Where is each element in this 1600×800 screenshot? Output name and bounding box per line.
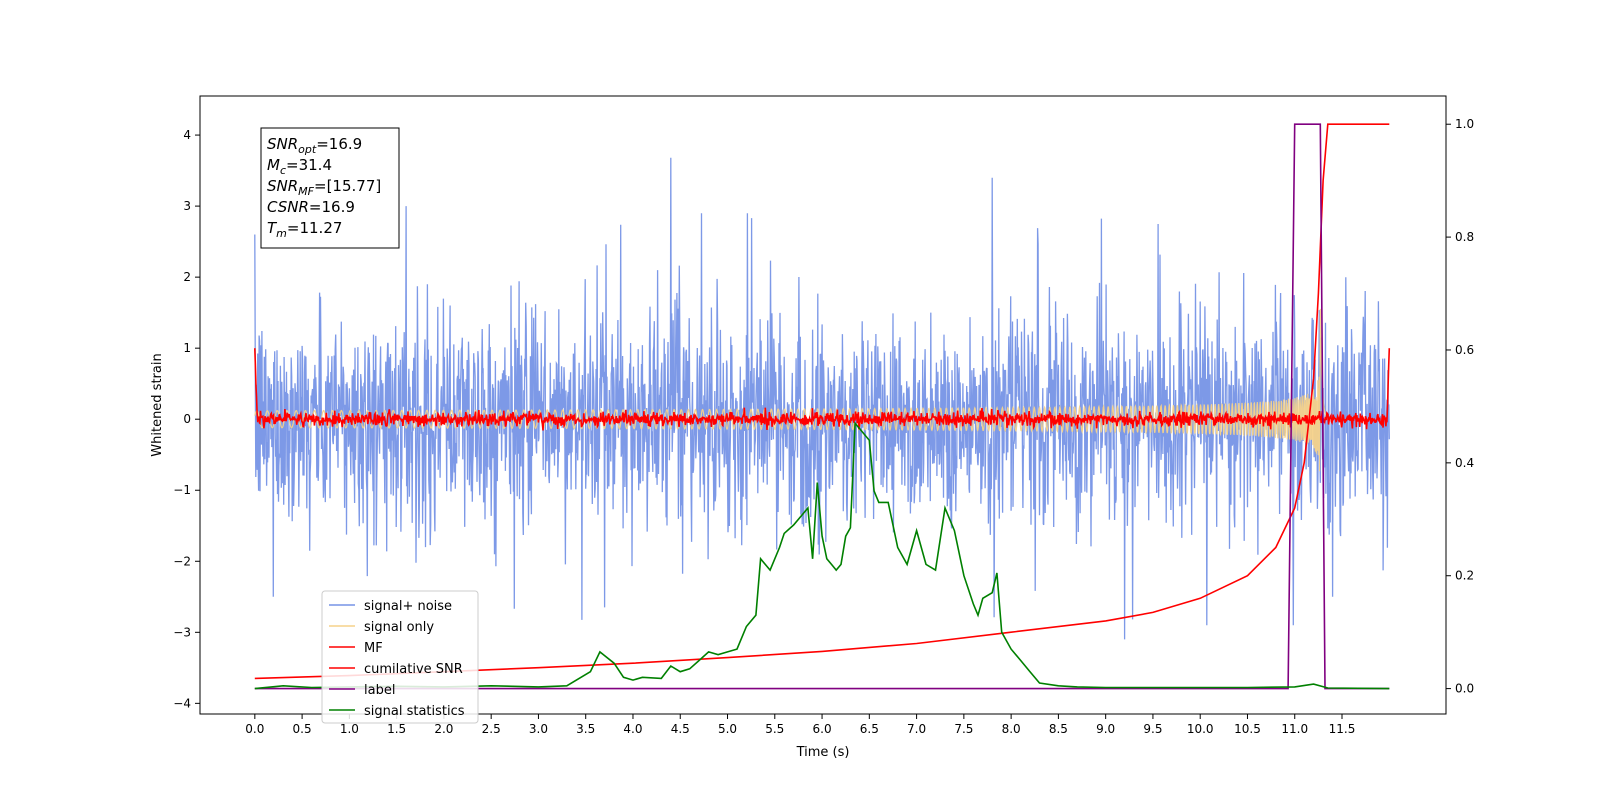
y-left-tick-label: −2 [173,554,191,568]
legend-label: signal+ noise [364,599,452,614]
axes-frame [199,95,1447,715]
x-tick-label: 3.5 [576,722,595,736]
info-line: Tm=11.27 [267,219,342,240]
x-tick-label: 11.0 [1281,722,1308,736]
legend-label: signal statistics [364,704,465,719]
y-left-tick-label: −3 [173,625,191,639]
y-right-tick-label: 0.8 [1455,230,1474,244]
y-left-tick-label: 1 [183,341,191,355]
legend-label: MF [364,641,383,656]
legend-label: label [364,683,395,698]
x-axis: 0.0 0.5 1.0 1.5 2.0 2.5 3.0 3.5 4.0 4.5 5.0 5.5 6.0 6… [245,714,1355,736]
x-tick-label: 10.5 [1234,722,1261,736]
legend-label: cumilative SNR [364,662,463,677]
x-tick-label: 5.5 [765,722,784,736]
y-left-tick-label: 0 [183,412,191,426]
y-left-tick-label: −4 [173,696,191,710]
info-line: CSNR=16.9 [267,198,355,216]
x-tick-label: 7.0 [907,722,926,736]
signal-noise-line [254,157,1390,640]
y-right-tick-label: 0.2 [1455,569,1474,583]
signal-only-line [254,308,1329,472]
x-tick-label: 8.5 [1049,722,1068,736]
y-left-tick-label: 2 [183,270,191,284]
y-left-tick-label: −1 [173,483,191,497]
y-right-tick-label: 0.4 [1455,456,1474,470]
x-axis-title: Time (s) [796,745,850,760]
y-axis-title: Whitened strain [150,353,165,456]
plot-area [199,95,1447,715]
x-tick-label: 7.5 [954,722,973,736]
y-left-tick-label: 4 [183,128,191,142]
x-tick-label: 1.0 [340,722,359,736]
info-line: Mc=31.4 [267,156,332,177]
x-tick-label: 0.5 [293,722,312,736]
x-tick-label: 11.5 [1329,722,1356,736]
y-right-tick-label: 0.0 [1455,682,1474,696]
y-right-tick-label: 1.0 [1455,117,1474,131]
x-tick-label: 3.0 [529,722,548,736]
mf-line [254,348,1391,431]
y-right-tick-label: 0.6 [1455,343,1474,357]
x-tick-label: 2.5 [482,722,501,736]
info-line: SNRMF=[15.77] [267,177,381,198]
x-tick-label: 4.0 [623,722,642,736]
x-tick-label: 0.0 [245,722,264,736]
series-layer [254,123,1391,690]
x-tick-label: 9.0 [1096,722,1115,736]
legend-frame [321,590,479,724]
signal-statistics-line [254,421,1390,690]
info-line: SNRopt=16.9 [267,135,362,156]
y-axis-left: −4 −3 −2 −1 0 1 2 3 4 [173,128,200,710]
x-tick-label: 9.5 [1143,722,1162,736]
x-tick-label: 2.0 [434,722,453,736]
y-axis-right: 0.0 0.2 0.4 0.6 0.8 1.0 [1446,117,1474,696]
cumulative-snr-line [254,123,1390,680]
x-tick-label: 1.5 [387,722,406,736]
legend: signal+ noise signal only MF cumilative SNR… [321,590,479,724]
x-tick-label: 10.0 [1187,722,1214,736]
x-tick-label: 8.0 [1002,722,1021,736]
legend-label: signal only [364,620,434,635]
x-tick-label: 6.5 [860,722,879,736]
x-tick-label: 5.0 [718,722,737,736]
info-box: SNRopt=16.9Mc=31.4SNRMF=[15.77]CSNR=16.9… [260,127,400,249]
x-tick-label: 4.5 [671,722,690,736]
y-left-tick-label: 3 [183,199,191,213]
x-tick-label: 6.0 [813,722,832,736]
info-box-frame [260,127,400,249]
